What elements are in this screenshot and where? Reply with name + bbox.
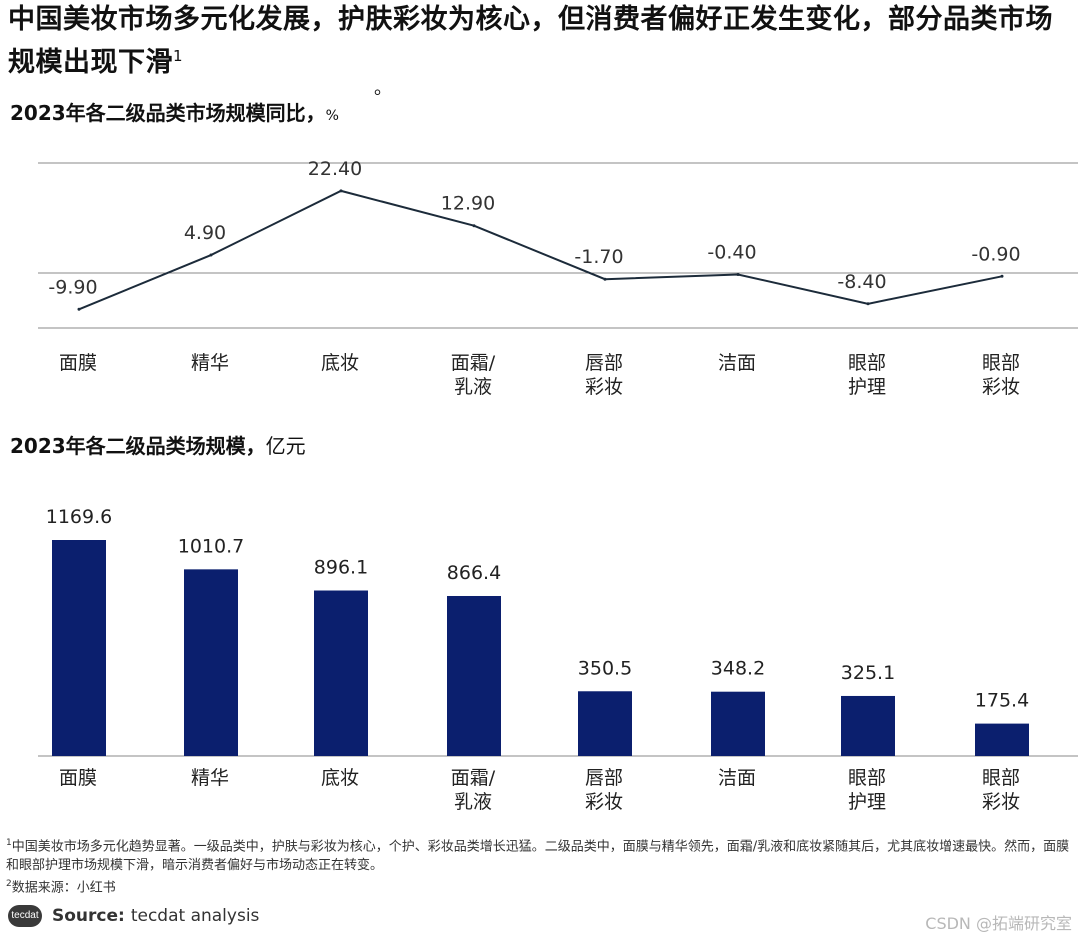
line-chart-value-label: -1.70 <box>574 246 623 268</box>
bar-chart-value-label: 325.1 <box>841 662 895 684</box>
bar-chart-value-label: 1169.6 <box>46 506 112 528</box>
line-chart-category-label: 护理 <box>848 376 886 398</box>
line-chart-point <box>77 307 81 311</box>
bar-chart-category-label: 面霜/ <box>451 767 496 789</box>
line-chart-point <box>339 189 343 193</box>
bar-chart-value-label: 896.1 <box>314 557 368 579</box>
bar-chart-category-label: 洁面 <box>718 767 756 789</box>
line-chart-category-label: 彩妆 <box>982 376 1020 398</box>
bar-chart-category-label: 乳液 <box>454 791 492 813</box>
bar-chart-value-label: 866.4 <box>447 562 501 584</box>
bar-chart-value-label: 350.5 <box>578 657 632 679</box>
bar-chart-category-label: 精华 <box>191 767 229 789</box>
line-chart-point <box>736 272 740 276</box>
line-chart-value-label: 12.90 <box>441 193 495 215</box>
line-chart-value-label: -9.90 <box>48 276 97 298</box>
bar-chart-bar <box>711 691 765 756</box>
bar-chart-bar <box>447 595 501 756</box>
bar-chart-category-label: 面膜 <box>59 767 97 789</box>
footnote-2: 2数据来源：小红书 <box>6 879 116 896</box>
line-chart-category-label: 彩妆 <box>585 376 623 398</box>
bar-chart-bar <box>52 540 106 756</box>
footnote-1: 1中国美妆市场多元化趋势显著。一级品类中，护肤与彩妆为核心，个护、彩妆品类增长迅… <box>6 838 1070 874</box>
bar-chart-category-label: 眼部 <box>982 767 1020 789</box>
bar-chart-category-label: 唇部 <box>585 767 623 789</box>
line-chart-value-label: -0.90 <box>971 243 1020 265</box>
bar-chart-category-label: 彩妆 <box>982 791 1020 813</box>
bar-chart-category-label: 底妆 <box>321 767 359 789</box>
bar-chart-category-label: 彩妆 <box>585 791 623 813</box>
bar-chart-bar <box>314 590 368 756</box>
page-title: 中国美妆市场多元化发展，护肤彩妆为核心，但消费者偏好正发生变化，部分品类市场规模… <box>8 4 1053 78</box>
line-chart-point <box>1000 274 1004 278</box>
line-chart-category-label: 面膜 <box>59 352 97 374</box>
line-chart-category-label: 底妆 <box>321 352 359 374</box>
tecdat-logo: tecdat <box>8 905 42 927</box>
line-chart-value-label: 22.40 <box>308 158 362 180</box>
line-chart-value-label: 4.90 <box>184 222 226 244</box>
title-period: 。 <box>374 78 392 99</box>
line-chart-category-label: 面霜/ <box>451 352 496 374</box>
line-chart-category-label: 精华 <box>191 352 229 374</box>
bar-chart-subtitle: 2023年各二级品类场规模，亿元 <box>10 434 306 458</box>
bar-chart-value-label: 175.4 <box>975 690 1029 712</box>
watermark: CSDN @拓端研究室 <box>925 914 1072 933</box>
line-chart-point <box>472 224 476 228</box>
source-text: tecdat analysis <box>130 906 260 926</box>
line-chart-point <box>603 277 607 281</box>
bar-chart-value-label: 1010.7 <box>178 535 244 557</box>
line-chart-value-label: -0.40 <box>707 241 756 263</box>
bar-chart-category-label: 护理 <box>848 791 886 813</box>
line-chart-unit: % <box>325 108 339 124</box>
line-chart-category-label: 唇部 <box>585 352 623 374</box>
bar-chart-value-label: 348.2 <box>711 658 765 680</box>
line-chart-category-label: 眼部 <box>848 352 886 374</box>
line-chart-value-label: -8.40 <box>837 271 886 293</box>
line-chart-category-label: 乳液 <box>454 376 492 398</box>
bar-chart-unit: 亿元 <box>265 434 306 458</box>
bar-chart-bar <box>578 691 632 756</box>
line-chart-point <box>866 302 870 306</box>
line-chart-subtitle: 2023年各二级品类市场规模同比，% <box>10 101 339 125</box>
line-chart-category-label: 洁面 <box>718 352 756 374</box>
bar-chart-bar <box>184 569 238 756</box>
line-chart-point <box>209 253 213 257</box>
bar-chart-category-label: 眼部 <box>848 767 886 789</box>
source-line: tecdat Source: tecdat analysis <box>8 905 259 927</box>
line-chart-category-label: 眼部 <box>982 352 1020 374</box>
footnotes: 1中国美妆市场多元化趋势显著。一级品类中，护肤与彩妆为核心，个护、彩妆品类增长迅… <box>6 834 1072 898</box>
line-chart-series <box>78 189 1003 311</box>
source-label: Source: <box>52 906 125 926</box>
bar-chart-bar <box>975 723 1029 756</box>
bar-chart-bar <box>841 695 895 756</box>
